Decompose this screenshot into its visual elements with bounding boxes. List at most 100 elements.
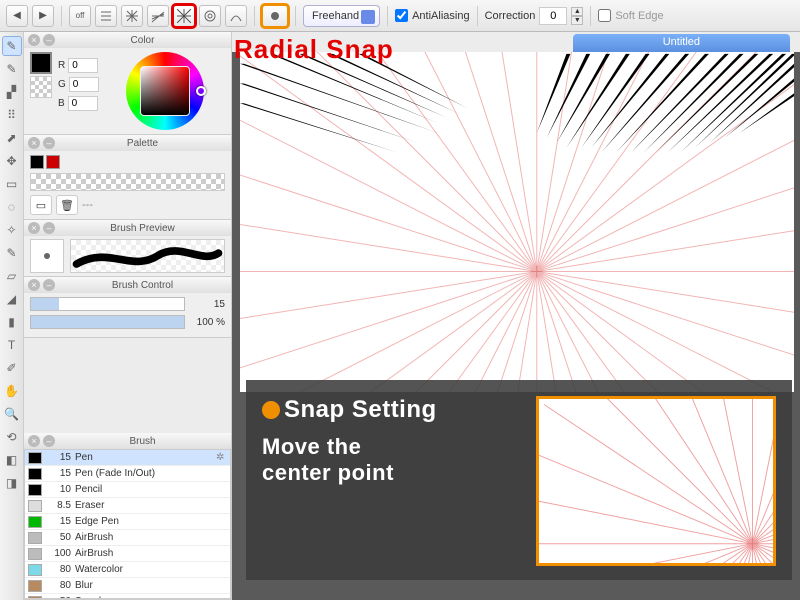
brush-list-row[interactable]: 80Watercolor bbox=[25, 562, 230, 578]
foreground-swatch[interactable] bbox=[30, 52, 52, 74]
brush-list-row[interactable]: 15Pen (Fade In/Out) bbox=[25, 466, 230, 482]
minimize-icon[interactable]: – bbox=[43, 435, 55, 447]
draw-mode-select[interactable]: Freehand bbox=[303, 5, 380, 27]
brush-stroke-preview bbox=[70, 239, 225, 273]
brush-preview-title: Brush Preview bbox=[58, 223, 227, 234]
transparent-swatch[interactable] bbox=[30, 76, 52, 98]
tool-zoom[interactable]: 🔍 bbox=[2, 404, 22, 424]
palette-add-button[interactable]: ▭ bbox=[30, 195, 52, 215]
brush-list-title: Brush bbox=[58, 436, 227, 447]
palette-panel: ×–Palette ▭ 🗑 --- bbox=[24, 135, 231, 220]
close-icon[interactable]: × bbox=[28, 34, 40, 46]
r-label: R bbox=[58, 60, 65, 71]
toolbox: ✎ ✎ ▞ ⠿ ⬈ ✥ ▭ ◌ ✧ ✎ ▱ ◢ ▮ T ✐ ✋ 🔍 ⟲ ◧ ◨ bbox=[0, 32, 24, 600]
brush-list-row[interactable]: 10Pencil bbox=[25, 482, 230, 498]
palette-swatch[interactable] bbox=[30, 155, 44, 169]
canvas[interactable] bbox=[240, 52, 794, 392]
brush-list-row[interactable]: 80Blur bbox=[25, 578, 230, 594]
b-input[interactable] bbox=[68, 96, 98, 111]
color-wheel[interactable] bbox=[126, 52, 204, 130]
palette-strip[interactable] bbox=[30, 173, 225, 191]
palette-name-label: --- bbox=[82, 199, 93, 211]
correction-stepper[interactable]: ▲▼ bbox=[571, 7, 583, 25]
g-input[interactable] bbox=[69, 77, 99, 92]
dot-icon bbox=[271, 12, 279, 20]
snap-curve-button[interactable] bbox=[225, 5, 247, 27]
brush-list-row[interactable]: 15Edge Pen bbox=[25, 514, 230, 530]
tool-move[interactable]: ✥ bbox=[2, 151, 22, 171]
close-icon[interactable]: × bbox=[28, 435, 40, 447]
snap-settings-button[interactable] bbox=[262, 5, 288, 27]
nav-prev-button[interactable]: ◀ bbox=[6, 5, 28, 27]
brush-list-panel: ×–Brush 15Pen✲15Pen (Fade In/Out)10Penci… bbox=[24, 433, 231, 600]
brush-list-row[interactable]: 50AirBrush bbox=[25, 530, 230, 546]
snap-crosshatch-button[interactable] bbox=[121, 5, 143, 27]
close-icon[interactable]: × bbox=[28, 137, 40, 149]
brush-size-slider[interactable] bbox=[30, 297, 185, 311]
snap-off-button[interactable]: off bbox=[69, 5, 91, 27]
tool-eraser[interactable]: ▱ bbox=[2, 266, 22, 286]
tool-rotate[interactable]: ⟲ bbox=[2, 427, 22, 447]
correction-label: Correction bbox=[485, 10, 536, 22]
tool-hand[interactable]: ✋ bbox=[2, 381, 22, 401]
minimize-icon[interactable]: – bbox=[43, 279, 55, 291]
brush-list-row[interactable]: 100AirBrush bbox=[25, 546, 230, 562]
tool-eyedrop[interactable]: ✐ bbox=[2, 358, 22, 378]
brush-control-title: Brush Control bbox=[58, 280, 227, 291]
tool-wand[interactable]: ✧ bbox=[2, 220, 22, 240]
antialias-input[interactable] bbox=[395, 9, 408, 22]
tool-brush[interactable]: ✎ bbox=[2, 243, 22, 263]
g-label: G bbox=[58, 79, 66, 90]
draw-mode-label: Freehand bbox=[312, 10, 359, 22]
brush-list-row[interactable]: 8.5Eraser bbox=[25, 498, 230, 514]
top-toolbar: ◀ ▶ off Freehand AntiAliasing Correction… bbox=[0, 0, 800, 32]
minimize-icon[interactable]: – bbox=[43, 34, 55, 46]
r-input[interactable] bbox=[68, 58, 98, 73]
bullet-icon bbox=[262, 401, 280, 419]
softedge-input[interactable] bbox=[598, 9, 611, 22]
tutorial-overlay: Snap Setting Move thecenter point bbox=[246, 380, 792, 580]
document-tab[interactable]: Untitled bbox=[573, 34, 790, 52]
snap-vanish-button[interactable] bbox=[147, 5, 169, 27]
tool-fill[interactable]: ◢ bbox=[2, 289, 22, 309]
close-icon[interactable]: × bbox=[28, 279, 40, 291]
annotation-radial-snap: Radial Snap bbox=[234, 34, 394, 65]
nav-next-button[interactable]: ▶ bbox=[32, 5, 54, 27]
overlay-line2: center point bbox=[262, 460, 394, 485]
tool-gradient[interactable]: ▮ bbox=[2, 312, 22, 332]
brush-list-row[interactable]: 50Smudge bbox=[25, 594, 230, 599]
palette-del-button[interactable]: 🗑 bbox=[56, 195, 78, 215]
palette-swatch[interactable] bbox=[46, 155, 60, 169]
tool-text[interactable]: T bbox=[2, 335, 22, 355]
tool-lasso[interactable]: ◌ bbox=[2, 197, 22, 217]
snap-radial-button[interactable] bbox=[173, 5, 195, 27]
overlay-thumbnail bbox=[536, 396, 776, 566]
softedge-label: Soft Edge bbox=[615, 10, 663, 22]
brush-opacity-slider[interactable] bbox=[30, 315, 185, 329]
correction-input[interactable] bbox=[539, 7, 567, 25]
tool-dropper[interactable]: ✎ bbox=[2, 59, 22, 79]
hue-handle[interactable] bbox=[196, 86, 206, 96]
brush-control-panel: ×–Brush Control 15 100 % bbox=[24, 277, 231, 338]
tool-dots[interactable]: ⠿ bbox=[2, 105, 22, 125]
snap-parallel-button[interactable] bbox=[95, 5, 117, 27]
palette-swatches[interactable] bbox=[30, 155, 225, 169]
tool-pointer[interactable]: ⬈ bbox=[2, 128, 22, 148]
tool-pen[interactable]: ✎ bbox=[2, 36, 22, 56]
tool-shapes[interactable]: ▞ bbox=[2, 82, 22, 102]
tool-color2[interactable]: ◨ bbox=[2, 473, 22, 493]
minimize-icon[interactable]: – bbox=[43, 137, 55, 149]
antialias-checkbox[interactable]: AntiAliasing bbox=[395, 9, 469, 22]
softedge-checkbox[interactable]: Soft Edge bbox=[598, 9, 663, 22]
color-panel-title: Color bbox=[58, 35, 227, 46]
snap-circle-button[interactable] bbox=[199, 5, 221, 27]
b-label: B bbox=[58, 98, 65, 109]
color-panel: ×–Color R G B bbox=[24, 32, 231, 135]
brush-list-row[interactable]: 15Pen✲ bbox=[25, 450, 230, 466]
brush-list[interactable]: 15Pen✲15Pen (Fade In/Out)10Pencil8.5Eras… bbox=[24, 449, 231, 599]
tool-select-rect[interactable]: ▭ bbox=[2, 174, 22, 194]
antialias-label: AntiAliasing bbox=[412, 10, 469, 22]
close-icon[interactable]: × bbox=[28, 222, 40, 234]
tool-color1[interactable]: ◧ bbox=[2, 450, 22, 470]
minimize-icon[interactable]: – bbox=[43, 222, 55, 234]
